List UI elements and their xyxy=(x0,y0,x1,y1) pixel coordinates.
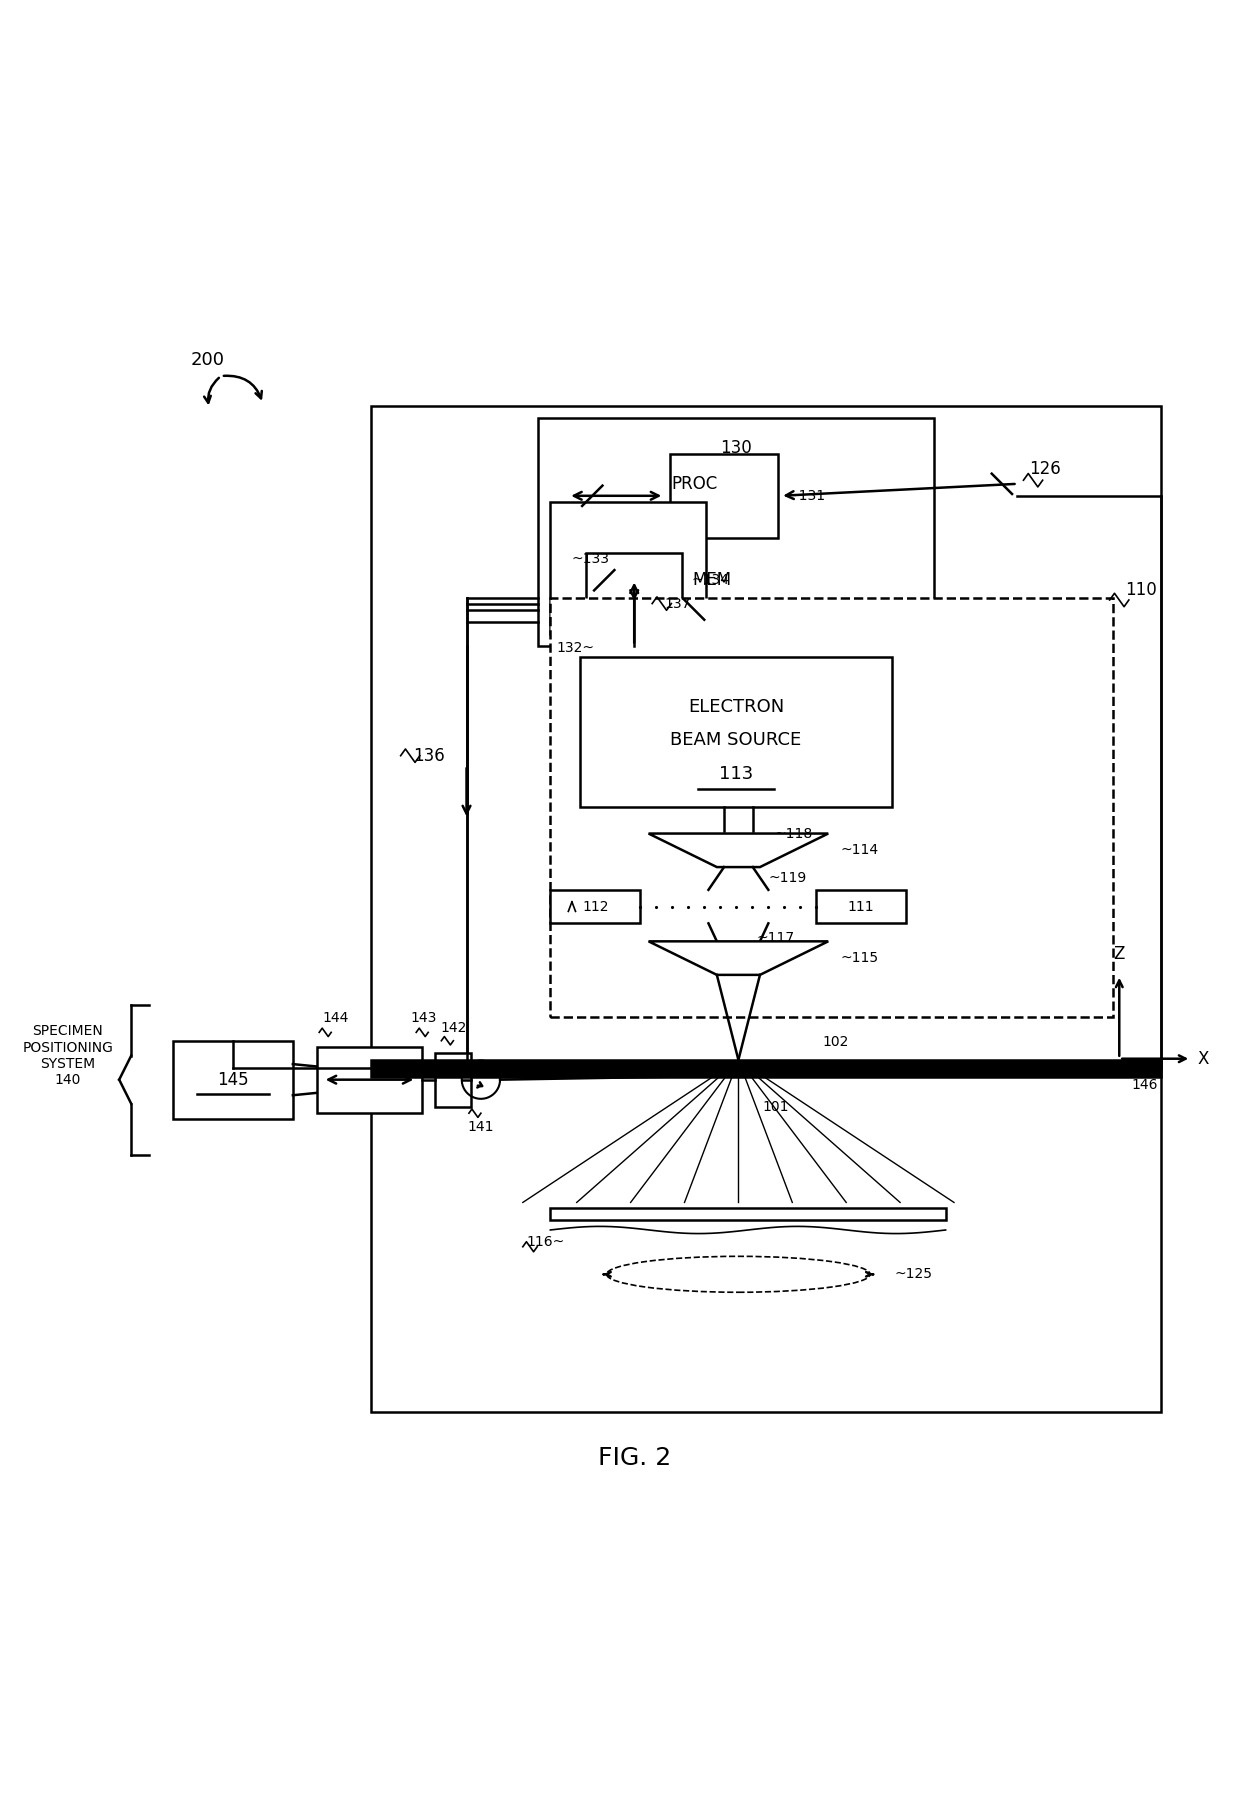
Polygon shape xyxy=(649,833,828,867)
Bar xyxy=(816,889,906,924)
Text: BEAM SOURCE: BEAM SOURCE xyxy=(671,731,801,749)
Text: ~118: ~118 xyxy=(774,827,812,840)
Text: ~115: ~115 xyxy=(841,951,878,965)
Text: 141: 141 xyxy=(467,1120,495,1134)
Bar xyxy=(670,454,777,538)
Text: 111: 111 xyxy=(848,900,874,914)
Bar xyxy=(551,598,1114,1016)
Text: Z: Z xyxy=(1114,945,1125,964)
Text: ~114: ~114 xyxy=(841,844,878,858)
Bar xyxy=(174,1040,293,1118)
Text: 142: 142 xyxy=(440,1020,466,1034)
Text: 130: 130 xyxy=(720,438,751,456)
Text: 110: 110 xyxy=(1125,582,1157,600)
Text: X: X xyxy=(1197,1049,1209,1067)
Bar xyxy=(316,1047,422,1113)
Text: 101: 101 xyxy=(763,1100,789,1114)
Text: 116~: 116~ xyxy=(527,1234,564,1249)
Text: 137: 137 xyxy=(665,596,691,611)
Text: ~133: ~133 xyxy=(572,553,610,565)
Bar xyxy=(371,405,1161,1413)
Text: 113: 113 xyxy=(719,765,753,784)
Text: PROC: PROC xyxy=(671,474,717,493)
Bar xyxy=(551,889,640,924)
Text: ~134: ~134 xyxy=(692,573,729,587)
Bar xyxy=(587,553,682,607)
Text: 146: 146 xyxy=(1131,1078,1158,1093)
Text: FIG. 2: FIG. 2 xyxy=(598,1445,671,1469)
Polygon shape xyxy=(649,942,828,974)
Text: 136: 136 xyxy=(413,747,444,765)
Text: 144: 144 xyxy=(322,1011,350,1025)
Text: 126: 126 xyxy=(1029,460,1061,478)
Text: ELECTRON: ELECTRON xyxy=(688,698,784,716)
Bar xyxy=(435,1053,471,1107)
Bar xyxy=(551,1209,946,1220)
Text: ~131: ~131 xyxy=(787,489,826,504)
Text: ~125: ~125 xyxy=(894,1267,932,1282)
Bar xyxy=(371,1060,1161,1076)
Bar xyxy=(580,658,892,807)
Text: ~117: ~117 xyxy=(756,931,795,945)
Bar xyxy=(538,418,934,645)
Text: ~119: ~119 xyxy=(769,871,806,885)
Text: MEM: MEM xyxy=(692,571,732,589)
Text: 145: 145 xyxy=(217,1071,249,1089)
Text: 143: 143 xyxy=(410,1011,436,1025)
Text: 102: 102 xyxy=(822,1034,848,1049)
Text: SPECIMEN
POSITIONING
SYSTEM
140: SPECIMEN POSITIONING SYSTEM 140 xyxy=(22,1024,113,1087)
Text: 112: 112 xyxy=(582,900,609,914)
Bar xyxy=(551,502,706,633)
Text: 200: 200 xyxy=(191,351,224,369)
Text: 132~: 132~ xyxy=(557,642,594,654)
